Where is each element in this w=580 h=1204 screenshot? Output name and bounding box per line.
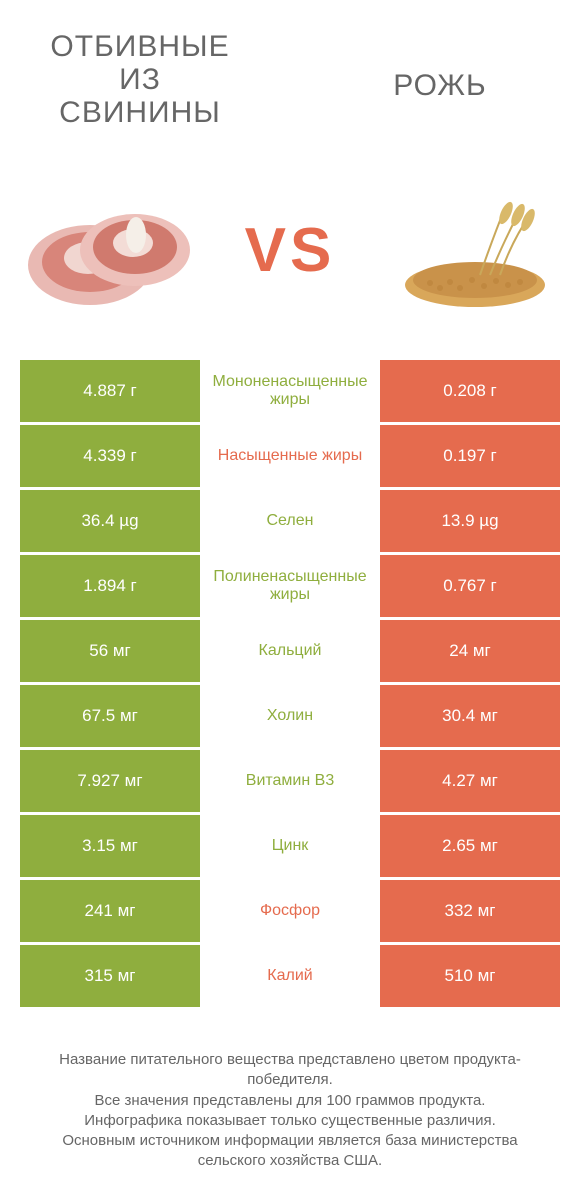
value-left: 315 мг xyxy=(20,945,200,1007)
table-row: 67.5 мгХолин30.4 мг xyxy=(20,685,560,747)
value-right: 332 мг xyxy=(380,880,560,942)
header: ОТБИВНЫЕ ИЗ СВИНИНЫ РОЖЬ xyxy=(0,0,580,150)
table-row: 3.15 мгЦинк2.65 мг xyxy=(20,815,560,877)
value-right: 13.9 µg xyxy=(380,490,560,552)
table-row: 7.927 мгВитамин B34.27 мг xyxy=(20,750,560,812)
nutrient-label: Селен xyxy=(200,490,380,552)
table-row: 56 мгКальций24 мг xyxy=(20,620,560,682)
table-row: 315 мгКалий510 мг xyxy=(20,945,560,1007)
value-right: 4.27 мг xyxy=(380,750,560,812)
value-left: 7.927 мг xyxy=(20,750,200,812)
value-left: 241 мг xyxy=(20,880,200,942)
value-left: 67.5 мг xyxy=(20,685,200,747)
value-right: 30.4 мг xyxy=(380,685,560,747)
nutrient-label: Кальций xyxy=(200,620,380,682)
footer: Название питательного вещества представл… xyxy=(0,1010,580,1172)
value-left: 4.339 г xyxy=(20,425,200,487)
footer-line-4: Основным источником информации является … xyxy=(30,1131,550,1172)
nutrient-label: Холин xyxy=(200,685,380,747)
table-row: 4.887 гМононенасыщенные жиры0.208 г xyxy=(20,360,560,422)
value-right: 510 мг xyxy=(380,945,560,1007)
rye-image xyxy=(380,180,560,320)
nutrient-label: Калий xyxy=(200,945,380,1007)
vs-row: VS xyxy=(0,150,580,350)
value-right: 24 мг xyxy=(380,620,560,682)
value-left: 56 мг xyxy=(20,620,200,682)
table-row: 36.4 µgСелен13.9 µg xyxy=(20,490,560,552)
title-left: ОТБИВНЫЕ ИЗ СВИНИНЫ xyxy=(40,30,240,129)
pork-image xyxy=(20,180,200,320)
value-left: 3.15 мг xyxy=(20,815,200,877)
value-left: 36.4 µg xyxy=(20,490,200,552)
table-row: 241 мгФосфор332 мг xyxy=(20,880,560,942)
nutrient-label: Витамин B3 xyxy=(200,750,380,812)
table-row: 4.339 гНасыщенные жиры0.197 г xyxy=(20,425,560,487)
value-right: 0.767 г xyxy=(380,555,560,617)
value-right: 0.197 г xyxy=(380,425,560,487)
vs-label: VS xyxy=(245,215,336,286)
footer-line-2: Все значения представлены для 100 граммо… xyxy=(30,1091,550,1111)
nutrient-label: Цинк xyxy=(200,815,380,877)
footer-line-1: Название питательного вещества представл… xyxy=(30,1050,550,1091)
nutrient-label: Насыщенные жиры xyxy=(200,425,380,487)
value-right: 0.208 г xyxy=(380,360,560,422)
table-row: 1.894 гПолиненасыщенные жиры0.767 г xyxy=(20,555,560,617)
nutrient-label: Мононенасыщенные жиры xyxy=(200,360,380,422)
comparison-table: 4.887 гМононенасыщенные жиры0.208 г4.339… xyxy=(0,350,580,1007)
footer-line-3: Инфографика показывает только существенн… xyxy=(30,1111,550,1131)
value-right: 2.65 мг xyxy=(380,815,560,877)
title-right: РОЖЬ xyxy=(340,30,540,140)
value-left: 4.887 г xyxy=(20,360,200,422)
nutrient-label: Полиненасыщенные жиры xyxy=(200,555,380,617)
nutrient-label: Фосфор xyxy=(200,880,380,942)
value-left: 1.894 г xyxy=(20,555,200,617)
